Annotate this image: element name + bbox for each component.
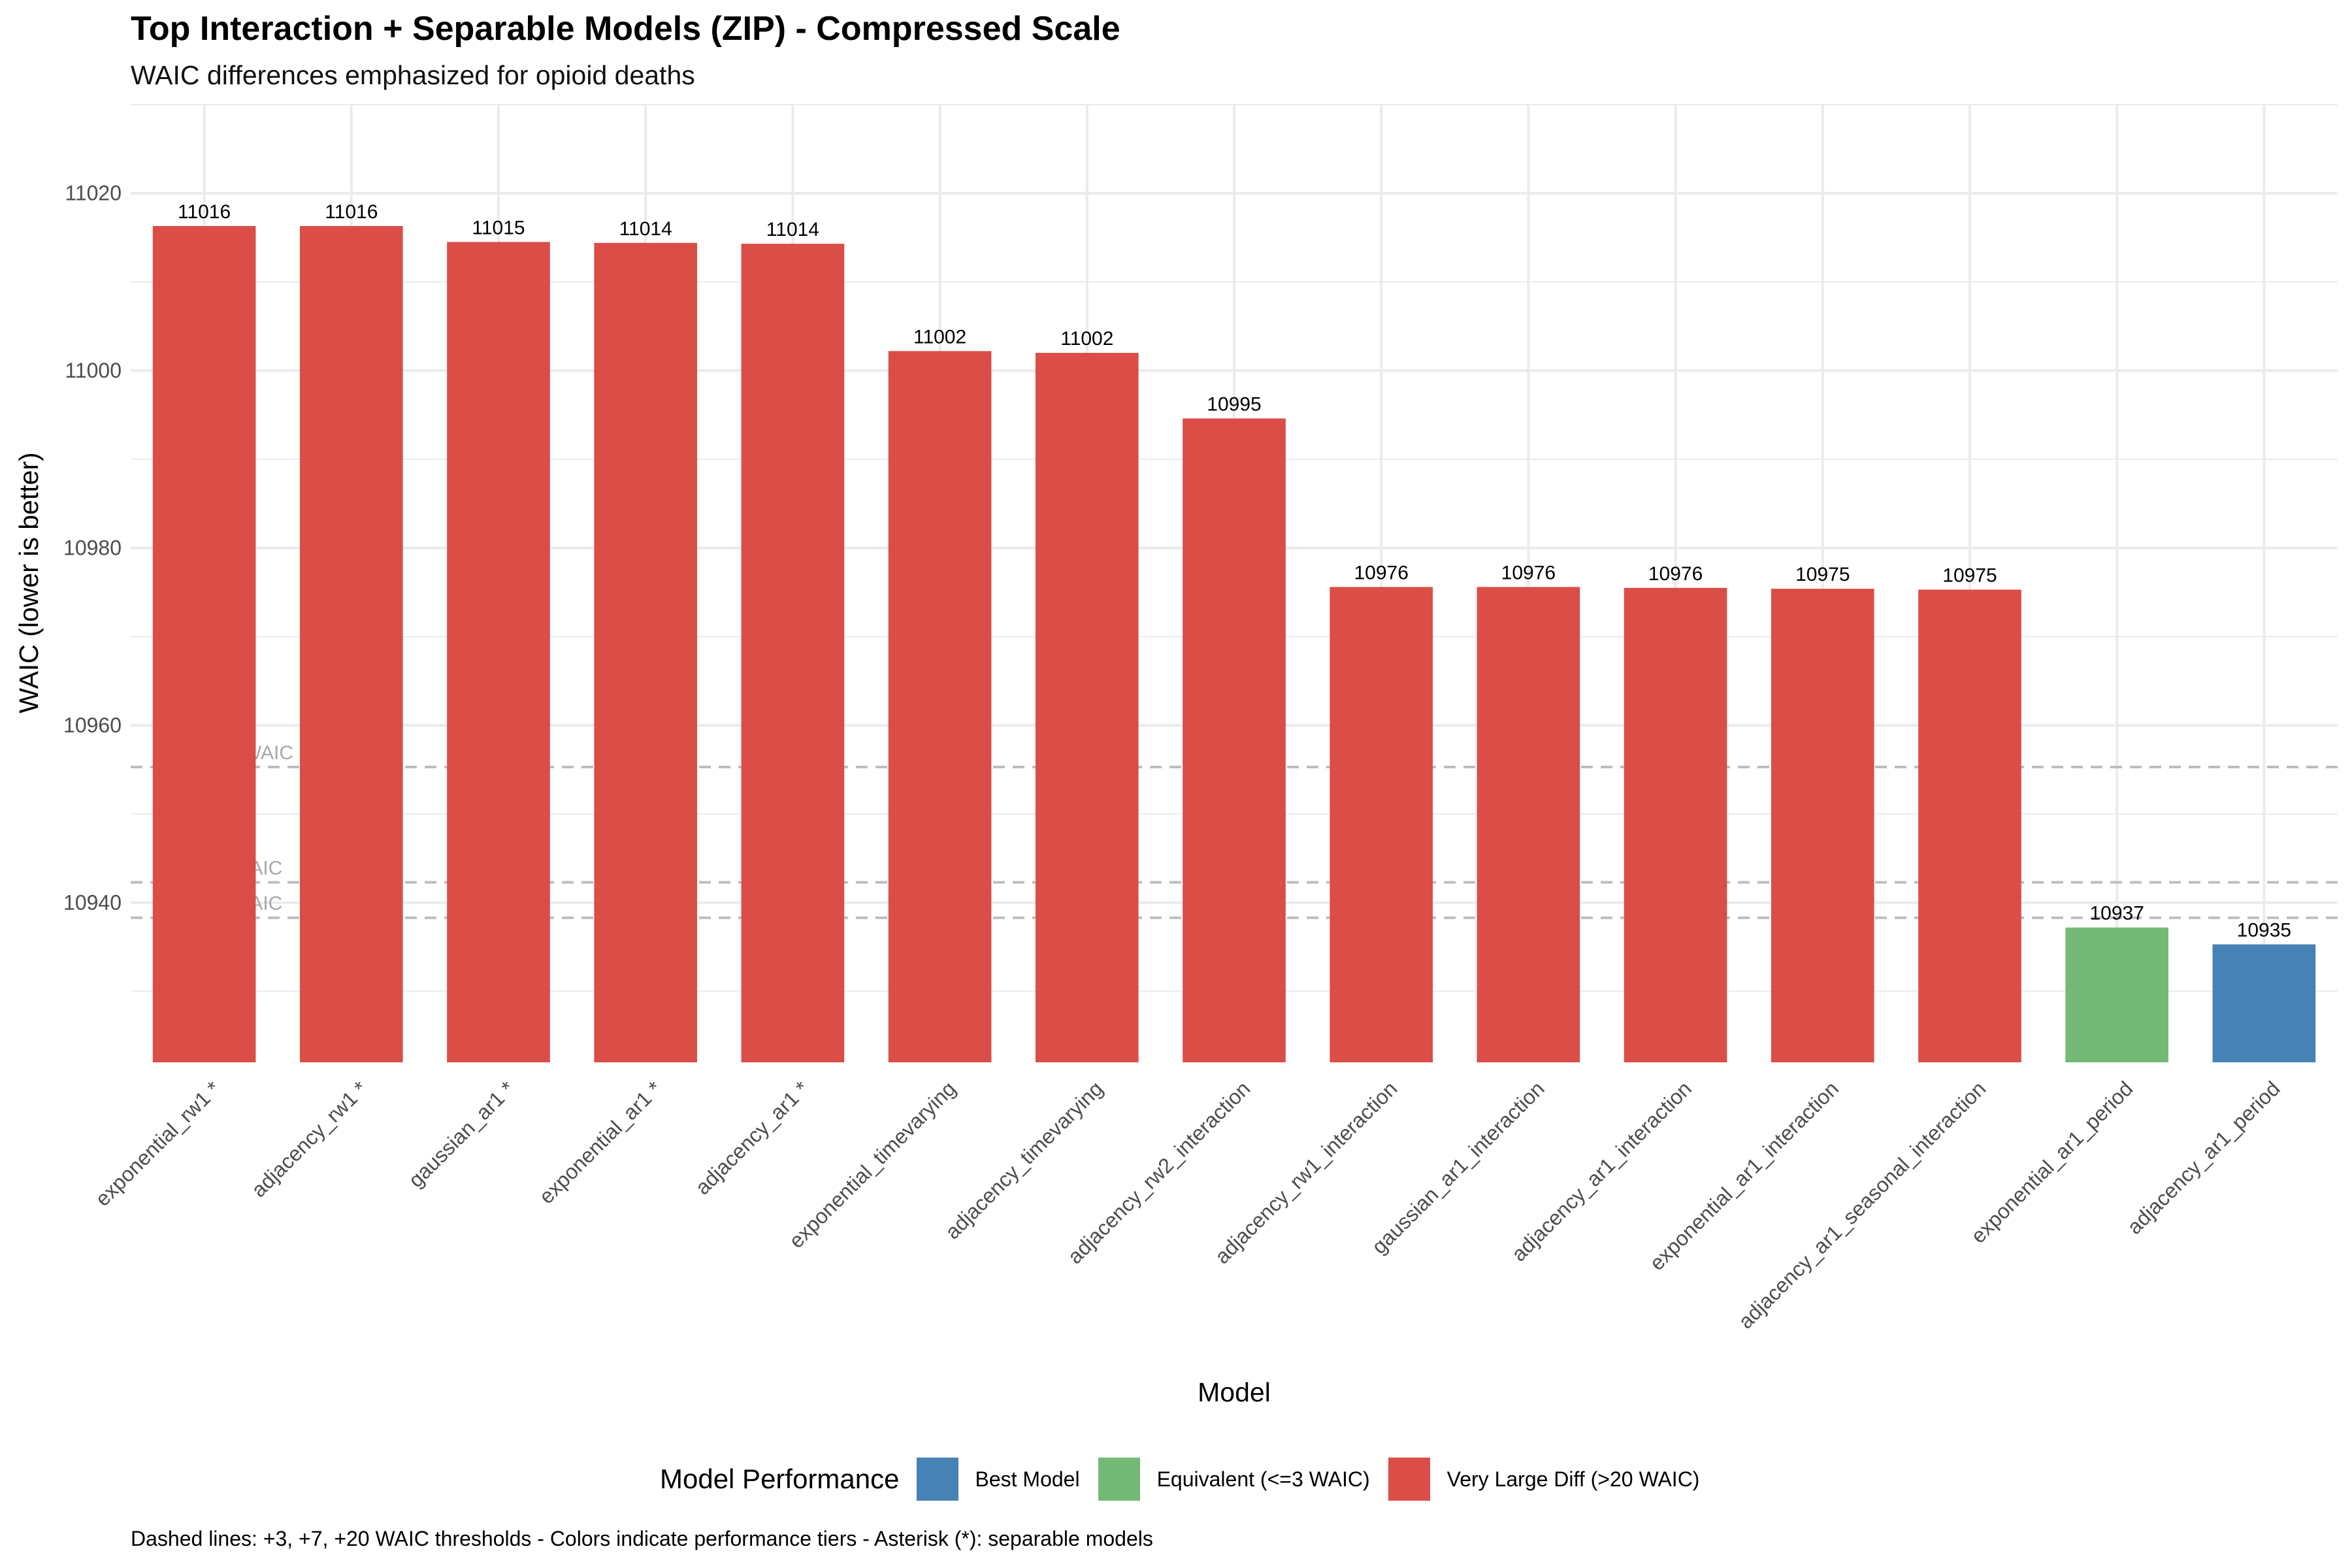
y-tick-label: 11020 [65,182,122,205]
x-tick-label: adjacency_ar1_seasonal_interaction [1734,1077,1991,1333]
y-tick-label: 10940 [63,891,122,915]
x-axis-ticks: exponential_rw1 * adjacency_rw1 * gaussian… [91,1077,2285,1333]
x-tick-label: adjacency_ar1 * [691,1077,813,1200]
legend-swatch-very-large-diff [1388,1458,1430,1501]
legend-swatch-best-model [916,1458,958,1501]
bar [1624,587,1727,1062]
data-label: 11014 [766,219,819,240]
bar [447,242,550,1062]
legend-label-equivalent: Equivalent (<=3 WAIC) [1156,1467,1370,1491]
legend-label-best-model: Best Model [975,1467,1080,1491]
legend-title: Model Performance [660,1463,900,1494]
legend: Model Performance Best Model Equivalent … [660,1456,1718,1503]
x-tick-label: exponential_rw1 * [91,1077,225,1211]
bar [152,225,256,1062]
bar [1477,587,1580,1062]
legend-item-equivalent: Equivalent (<=3 WAIC) [1098,1458,1370,1501]
chart-caption: Dashed lines: +3, +7, +20 WAIC threshold… [131,1527,1153,1550]
x-tick-label: exponential_timevarying [784,1077,960,1252]
bar [2065,927,2169,1062]
data-label: 10975 [1795,564,1850,585]
data-label: 11016 [178,201,231,223]
bars [152,225,2316,1062]
legend-label-very-large-diff: Very Large Diff (>20 WAIC) [1446,1467,1700,1491]
bar [1918,589,2021,1062]
bar [888,351,992,1062]
y-tick-label: 10980 [63,536,122,560]
x-tick-label: adjacency_ar1_period [2123,1077,2285,1239]
x-tick-label: adjacency_timevarying [941,1077,1108,1244]
data-label: 11016 [325,201,378,223]
x-tick-label: exponential_ar1_period [1967,1077,2138,1248]
data-label: 10935 [2237,919,2291,941]
bar [1183,418,1286,1062]
y-tick-label: 10960 [63,713,122,737]
legend-item-very-large-diff: Very Large Diff (>20 WAIC) [1388,1458,1700,1501]
data-label: 11015 [472,217,525,238]
data-label: 10995 [1207,394,1261,416]
bar [1330,587,1433,1062]
y-tick-label: 11000 [65,359,122,382]
bar [1771,589,1874,1062]
data-label: 11002 [1060,328,1113,350]
bar [594,242,698,1062]
data-labels: 11016 11016 11015 11014 11014 11002 11002 10995… [178,201,2291,941]
legend-swatch-equivalent [1098,1458,1140,1501]
y-axis-title: WAIC (lower is better) [14,452,44,713]
chart-subtitle: WAIC differences emphasized for opioid d… [131,60,695,90]
data-label: 10975 [1942,565,1997,587]
data-label: 10976 [1501,562,1556,583]
bar [1035,353,1139,1062]
x-tick-label: exponential_ar1 * [534,1077,666,1209]
bar [2212,944,2316,1062]
legend-item-best-model: Best Model [916,1458,1080,1501]
x-tick-label: adjacency_rw1 * [247,1077,372,1201]
data-label: 11002 [913,326,966,348]
data-label: 10976 [1354,562,1408,583]
x-tick-label: gaussian_ar1_interaction [1367,1077,1548,1258]
data-label: 10937 [2089,903,2144,924]
data-label: 10976 [1648,563,1703,585]
x-axis-title: Model [1198,1377,1271,1407]
bar [299,225,403,1062]
x-tick-label: gaussian_ar1 * [404,1077,519,1192]
y-axis-ticks: 10940 10960 10980 11000 11020 [63,182,122,915]
bar [741,244,845,1062]
chart-title: Top Interaction + Separable Models (ZIP)… [131,10,1120,48]
data-label: 11014 [619,218,672,240]
